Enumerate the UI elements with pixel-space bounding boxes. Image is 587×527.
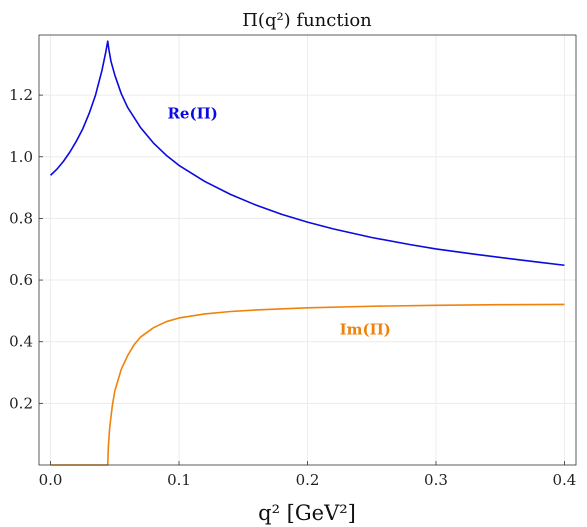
series-label-0: Re(Π): [167, 105, 217, 123]
y-tick-label: 1.2: [9, 86, 33, 104]
y-tick-label: 1.0: [9, 148, 33, 166]
y-tick-label: 0.2: [9, 394, 33, 412]
series-label-1: Im(Π): [340, 320, 391, 338]
x-tick-label: 0.4: [553, 471, 577, 489]
y-tick-label: 0.6: [9, 271, 33, 289]
x-tick-label: 0.2: [296, 471, 320, 489]
grid: [39, 35, 576, 465]
x-tick-label: 0.0: [39, 471, 63, 489]
x-tick-label: 0.1: [167, 471, 191, 489]
y-tick-label: 0.4: [9, 333, 33, 351]
axis-ticks: 0.0 0.1 0.2 0.3 0.4 0.2 0.4 0.6 0.8 1.0 1.2: [9, 86, 576, 489]
chart-title: Π(q²) function: [242, 10, 372, 31]
x-axis-label: q² [GeV²]: [258, 501, 356, 525]
series-line-0: [50, 40, 565, 267]
y-tick-label: 0.8: [9, 209, 33, 227]
x-tick-label: 0.3: [424, 471, 448, 489]
series-labels: Re(Π) Im(Π): [167, 105, 390, 339]
